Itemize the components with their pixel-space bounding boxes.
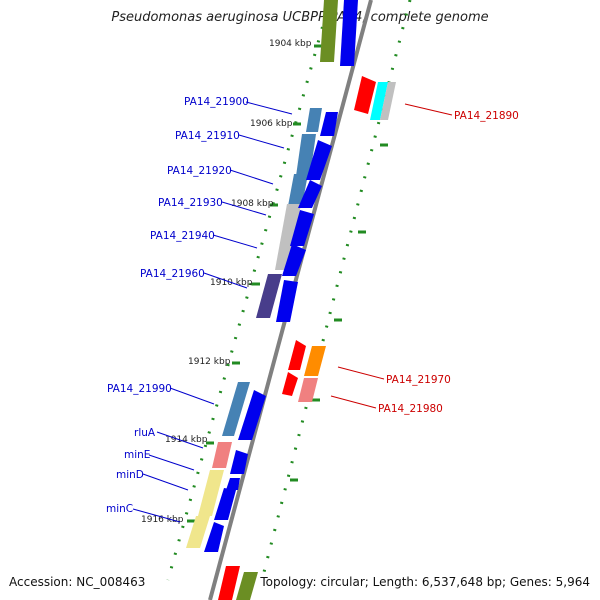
accession-text: Accession: NC_008463 bbox=[9, 575, 146, 589]
gene-label-pa14-21910[interactable]: PA14_21910 bbox=[175, 130, 240, 142]
left-dotted-track bbox=[166, 0, 332, 581]
right-gene-boxes[interactable] bbox=[282, 76, 396, 402]
gene-label-mind[interactable]: minD bbox=[116, 469, 144, 481]
gene-segment-top-olive[interactable] bbox=[320, 0, 338, 62]
gene-segment-bottom-red[interactable] bbox=[218, 566, 240, 600]
genome-summary-text: Topology: circular; Length: 6,537,648 bp… bbox=[260, 575, 590, 589]
tick-label-1906: 1906 kbp bbox=[250, 119, 293, 129]
gene-label-pa14-21970[interactable]: PA14_21970 bbox=[386, 374, 451, 386]
gene-label-pa14-21900[interactable]: PA14_21900 bbox=[184, 96, 249, 108]
gene-label-pa14-21930[interactable]: PA14_21930 bbox=[158, 197, 223, 209]
gene-label-pa14-21940[interactable]: PA14_21940 bbox=[150, 230, 215, 242]
gene-label-pa14-21920[interactable]: PA14_21920 bbox=[167, 165, 232, 177]
left-label-connectors bbox=[132, 101, 293, 523]
gene-label-pa14-21980[interactable]: PA14_21980 bbox=[378, 403, 443, 415]
tick-label-1912: 1912 kbp bbox=[188, 357, 231, 367]
tick-label-1904: 1904 kbp bbox=[269, 39, 312, 49]
gene-label-mine[interactable]: minE bbox=[124, 449, 150, 461]
gene-label-pa14-21960[interactable]: PA14_21960 bbox=[140, 268, 205, 280]
tick-label-1916: 1916 kbp bbox=[141, 515, 184, 525]
map-title: Pseudomonas aeruginosa UCBPP-PA14, compl… bbox=[111, 10, 489, 25]
tick-label-1914: 1914 kbp bbox=[165, 435, 208, 445]
gene-label-minc[interactable]: minC bbox=[106, 503, 133, 515]
left-gene-arrows[interactable] bbox=[204, 112, 338, 552]
right-tick-dashes bbox=[290, 143, 388, 482]
tick-label-1908: 1908 kbp bbox=[231, 199, 274, 209]
gene-segment-bottom-olive[interactable] bbox=[236, 572, 258, 600]
gene-label-pa14-21890[interactable]: PA14_21890 bbox=[454, 110, 519, 122]
gene-label-pa14-21990[interactable]: PA14_21990 bbox=[107, 383, 172, 395]
right-label-connectors bbox=[330, 103, 453, 409]
left-gene-boxes[interactable] bbox=[186, 108, 322, 548]
gene-segment-top-blue[interactable] bbox=[340, 0, 358, 66]
tick-dashes bbox=[187, 44, 322, 523]
gene-label-rlua[interactable]: rluA bbox=[134, 427, 156, 439]
